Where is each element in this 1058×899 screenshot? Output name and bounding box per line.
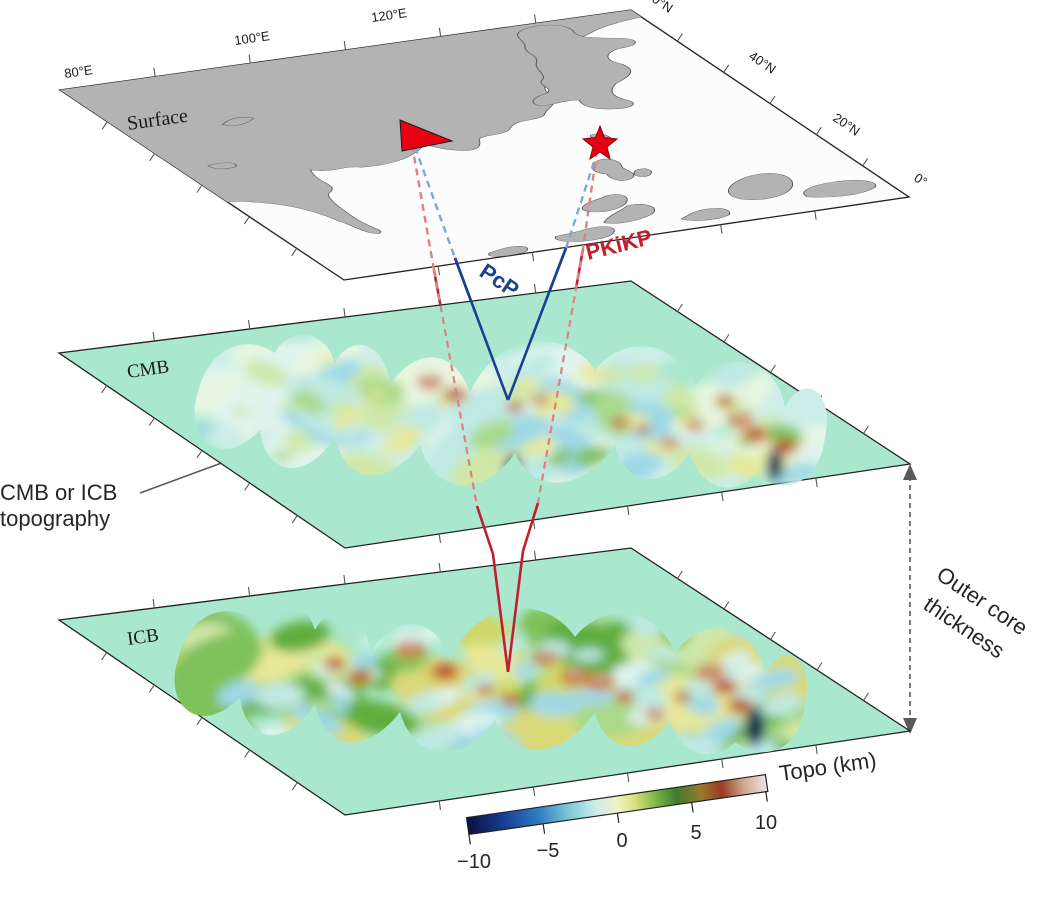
svg-text:topography: topography: [0, 506, 110, 531]
svg-text:5: 5: [690, 822, 701, 844]
svg-text:−5: −5: [537, 840, 560, 862]
svg-text:−10: −10: [457, 851, 491, 873]
svg-text:ICB: ICB: [126, 625, 160, 650]
svg-text:0: 0: [616, 830, 627, 852]
svg-text:CMB or ICB: CMB or ICB: [0, 480, 117, 505]
svg-text:10: 10: [755, 812, 777, 834]
